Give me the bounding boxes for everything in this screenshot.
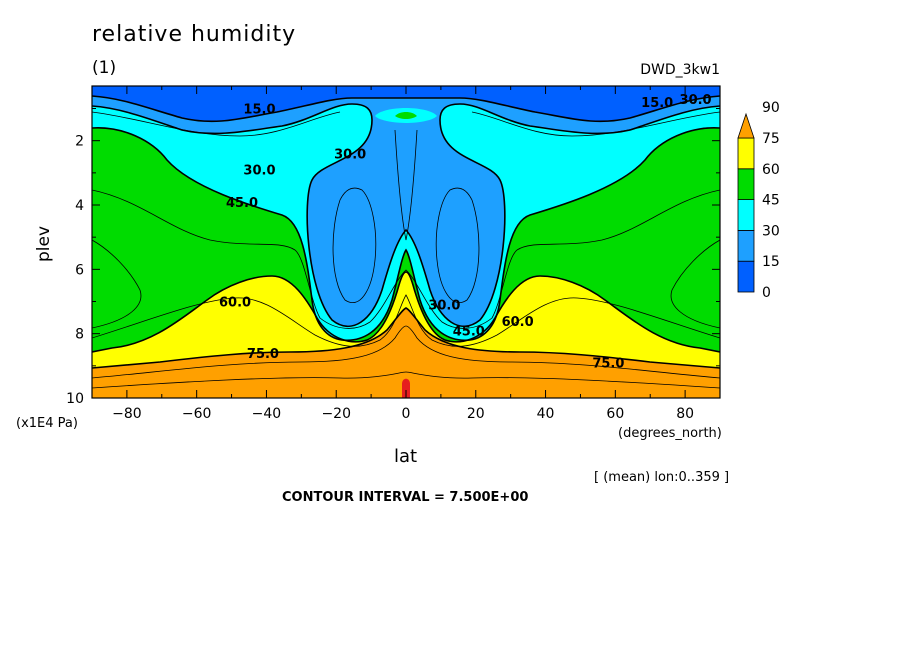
contour-label: 30.0 xyxy=(334,148,366,163)
colorbar: 0 15 30 45 60 75 90 xyxy=(737,100,780,301)
contour-label: 75.0 xyxy=(592,357,624,372)
contour-labels: 15.0 30.0 45.0 60.0 75.0 30.0 30.0 45.0 60.0 75.0… xyxy=(219,93,712,372)
y-tick-label: 2 xyxy=(75,134,84,150)
band-0-15 xyxy=(92,86,720,122)
colorbar-label: 75 xyxy=(762,131,780,147)
colorbar-swatch xyxy=(737,260,755,293)
colorbar-swatch xyxy=(737,137,755,170)
colorbar-swatch xyxy=(737,168,755,201)
colorbar-swatch xyxy=(737,229,755,262)
contour-label: 15.0 xyxy=(641,96,673,111)
dataset-label: DWD_3kw1 xyxy=(640,62,720,78)
x-tick-label: −40 xyxy=(252,406,282,422)
x-tick-label: 20 xyxy=(467,406,485,422)
colorbar-label: 30 xyxy=(762,223,780,239)
contour-label: 60.0 xyxy=(219,296,251,311)
contour-label: 45.0 xyxy=(226,196,258,211)
y-axis: 2 4 6 8 10 xyxy=(66,108,720,407)
x-tick-label: 0 xyxy=(402,406,411,422)
x-axis-label: lat xyxy=(394,446,418,467)
contour-label: 15.0 xyxy=(243,103,275,118)
y-axis-unit: (x1E4 Pa) xyxy=(16,416,78,431)
x-tick-label: −20 xyxy=(321,406,351,422)
contour-label: 30.0 xyxy=(428,299,460,314)
contour-lines-bold xyxy=(92,95,720,369)
x-tick-label: −60 xyxy=(182,406,212,422)
y-axis-label: plev xyxy=(34,225,54,262)
colorbar-label: 90 xyxy=(762,100,780,116)
mean-annotation: [ (mean) lon:0..359 ] xyxy=(594,470,730,485)
band-surface-max xyxy=(402,378,410,398)
y-tick-label: 10 xyxy=(66,391,84,407)
contour-interval: CONTOUR INTERVAL = 7.500E+00 xyxy=(282,490,529,505)
y-tick-label: 8 xyxy=(75,327,84,343)
contour-label: 60.0 xyxy=(502,315,534,330)
band-tropopause-core xyxy=(395,112,417,119)
contour-lines xyxy=(92,111,720,389)
colorbar-label: 45 xyxy=(762,193,780,209)
colorbar-label: 0 xyxy=(762,285,771,301)
x-tick-label: 80 xyxy=(676,406,694,422)
contour-label: 30.0 xyxy=(680,93,712,108)
colorbar-label: 15 xyxy=(762,254,780,270)
x-axis: −80 −60 −40 −20 0 20 40 60 80 xyxy=(91,86,721,422)
band-15-30 xyxy=(92,86,720,327)
contour-fill xyxy=(92,86,720,398)
colorbar-arrow xyxy=(737,112,755,139)
contour-label: 30.0 xyxy=(243,164,275,179)
y-tick-label: 6 xyxy=(75,262,84,278)
x-axis-unit: (degrees_north) xyxy=(618,426,722,441)
colorbar-label: 60 xyxy=(762,162,780,178)
x-tick-label: 60 xyxy=(606,406,624,422)
contour-label: 75.0 xyxy=(247,347,279,362)
chart-title: relative humidity xyxy=(92,22,297,47)
contour-label: 45.0 xyxy=(453,324,485,339)
x-tick-label: −80 xyxy=(112,406,142,422)
y-tick-label: 4 xyxy=(75,198,84,214)
x-tick-label: 40 xyxy=(537,406,555,422)
colorbar-swatch xyxy=(737,199,755,231)
chart-subtitle: (1) xyxy=(92,58,117,78)
